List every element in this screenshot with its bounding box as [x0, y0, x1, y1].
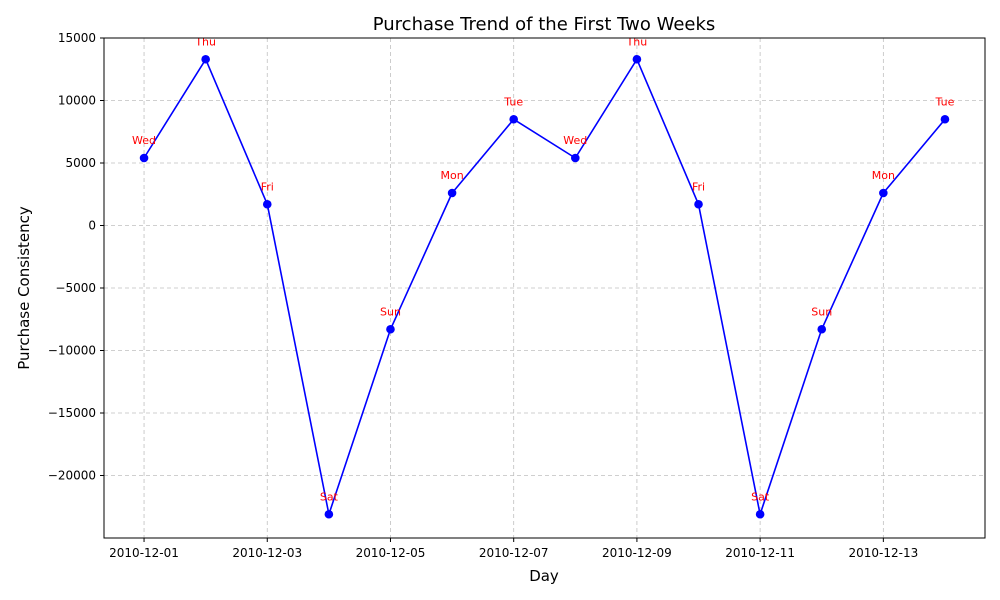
x-tick-label: 2010-12-11 — [725, 546, 795, 560]
series-line — [143, 58, 946, 516]
data-label: Mon — [440, 169, 463, 182]
data-point — [571, 153, 580, 163]
plot-frame — [103, 37, 986, 539]
data-label: Sat — [320, 490, 339, 503]
data-label: Fri — [261, 180, 274, 193]
data-label: Thu — [194, 35, 216, 48]
y-axis: 15000 10000 5000 0 −5000 −10000 −15000 −20000 — [48, 31, 104, 483]
data-label: Sun — [380, 305, 401, 318]
data-label: Fri — [692, 180, 705, 193]
data-point — [509, 114, 518, 124]
x-tick-label: 2010-12-01 — [109, 546, 179, 560]
y-tick-label: 5000 — [65, 156, 96, 170]
data-label: Wed — [132, 134, 156, 147]
data-point — [386, 324, 395, 334]
data-label: Sat — [751, 490, 770, 503]
grid — [104, 37, 985, 538]
y-tick-label: 15000 — [58, 31, 96, 45]
data-points — [139, 54, 950, 519]
data-point — [324, 509, 334, 519]
x-axis-title: Day — [529, 567, 559, 585]
point-labels: Wed Thu Fri Sat Sun Mon Tue Wed Thu Fri Sat Sun Mon T… — [132, 35, 955, 503]
series-path — [143, 58, 946, 516]
data-label: Mon — [872, 169, 895, 182]
data-point — [817, 324, 827, 334]
data-point — [694, 199, 703, 209]
data-point — [139, 153, 149, 163]
data-point — [262, 199, 272, 209]
data-label: Wed — [563, 134, 587, 147]
y-tick-label: −5000 — [55, 281, 96, 295]
data-label: Thu — [626, 35, 648, 48]
y-tick-label: 10000 — [58, 94, 96, 108]
data-label: Tue — [935, 95, 955, 108]
data-point — [879, 188, 888, 198]
x-tick-label: 2010-12-13 — [848, 546, 918, 560]
data-point — [755, 509, 765, 519]
data-label: Sun — [811, 305, 832, 318]
chart-title: Purchase Trend of the First Two Weeks — [373, 14, 716, 35]
y-tick-label: −10000 — [48, 344, 96, 358]
y-tick-label: −15000 — [48, 406, 96, 420]
data-point — [201, 54, 210, 64]
y-tick-label: −20000 — [48, 469, 96, 483]
x-axis: 2010-12-01 2010-12-03 2010-12-05 2010-12-07… — [109, 538, 918, 560]
data-point — [632, 54, 642, 64]
y-tick-label: 0 — [88, 219, 96, 233]
data-point — [447, 188, 457, 198]
x-tick-label: 2010-12-09 — [602, 546, 672, 560]
y-axis-title: Purchase Consistency — [15, 206, 33, 370]
x-tick-label: 2010-12-05 — [356, 546, 426, 560]
data-point — [940, 114, 950, 124]
data-label: Tue — [503, 95, 523, 108]
x-tick-label: 2010-12-03 — [232, 546, 302, 560]
x-tick-label: 2010-12-07 — [479, 546, 549, 560]
